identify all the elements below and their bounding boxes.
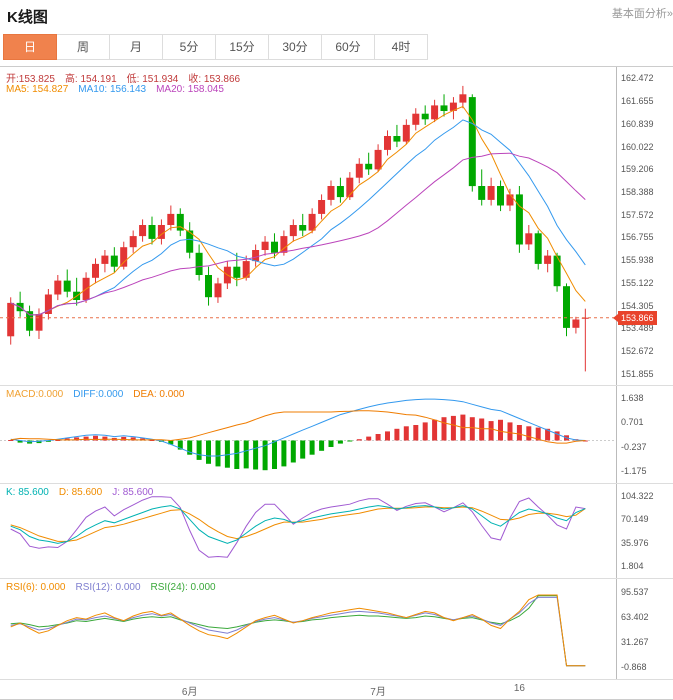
period-tab[interactable]: 15分: [216, 34, 269, 60]
legend-item: 低: 151.934: [126, 74, 179, 85]
legend-item: D: 85.600: [58, 487, 103, 498]
legend-item: MACD:0.000: [6, 389, 64, 400]
axis-label: -0.237: [621, 441, 647, 452]
axis-label: 157.572: [621, 209, 654, 220]
axis-label: 151.855: [621, 368, 654, 379]
time-axis: 6月 7月 16: [0, 680, 673, 699]
chart-area: 162.472 161.655 160.839 160.022 159.206 158.3…: [0, 66, 673, 700]
ma-legend: MA5: 154.827 MA10: 156.143 MA20: 158.045: [6, 84, 234, 95]
legend-item: DEA: 0.000: [133, 389, 185, 400]
legend-item: MA5: 154.827: [6, 84, 69, 95]
legend-item: 收: 153.866: [188, 74, 241, 85]
axis-label: 152.672: [621, 345, 654, 356]
axis-label: -0.868: [621, 661, 647, 672]
fundamental-analysis-link[interactable]: 基本面分析»: [611, 8, 673, 20]
macd-panel: 1.638 0.701 -0.237 -1.175 MACD:0.000 DIFF:0.…: [0, 386, 673, 484]
legend-item: K: 85.600: [6, 487, 49, 498]
period-tabbar: 日周月 5分 15分 30分 60分 4时: [3, 34, 673, 60]
period-tab[interactable]: 日: [3, 34, 57, 60]
rsi-plot[interactable]: [0, 579, 616, 679]
rsi-axis: 95.537 63.402 31.267 -0.868: [616, 579, 673, 679]
axis-label: 1.804: [621, 561, 644, 572]
macd-legend: MACD:0.000 DIFF:0.000 DEA: 0.000: [6, 389, 194, 400]
axis-label: 31.267: [621, 636, 649, 647]
axis-label: 158.388: [621, 186, 654, 197]
macd-plot[interactable]: [0, 386, 616, 483]
current-price-tag: 153.866: [613, 310, 657, 325]
axis-label: 35.976: [621, 537, 649, 548]
axis-label: 160.022: [621, 141, 654, 152]
period-tab[interactable]: 4时: [375, 34, 428, 60]
legend-item: DIFF:0.000: [73, 389, 124, 400]
time-axis-label: 6月: [181, 687, 198, 698]
period-tab[interactable]: 5分: [163, 34, 216, 60]
axis-label: 159.206: [621, 164, 654, 175]
kdj-axis: 104.322 70.149 35.976 1.804: [616, 484, 673, 578]
legend-item: RSI(12): 0.000: [75, 582, 141, 593]
legend-item: MA10: 156.143: [78, 84, 147, 95]
axis-label: -1.175: [621, 465, 647, 476]
period-tab[interactable]: 30分: [269, 34, 322, 60]
ohlc-legend: 开:153.825 高: 154.191 低: 151.934 收: 153.866: [6, 70, 250, 85]
period-tab[interactable]: 周: [57, 34, 110, 60]
kdj-plot[interactable]: [0, 484, 616, 578]
axis-label: 160.839: [621, 118, 654, 129]
rsi-panel: 95.537 63.402 31.267 -0.868 RSI(6): 0.000 RS…: [0, 579, 673, 680]
macd-axis: 1.638 0.701 -0.237 -1.175: [616, 386, 673, 483]
axis-label: 161.655: [621, 96, 654, 107]
legend-item: 高: 154.191: [64, 74, 117, 85]
period-tab[interactable]: 月: [110, 34, 163, 60]
axis-label: 0.701: [621, 417, 644, 428]
page-header: K线图 基本面分析»: [0, 0, 673, 32]
candlestick-plot[interactable]: [0, 67, 616, 385]
kdj-panel: 104.322 70.149 35.976 1.804 K: 85.600 D: 85.…: [0, 484, 673, 579]
axis-label: 162.472: [621, 73, 654, 84]
axis-label: 70.149: [621, 514, 649, 525]
legend-item: J: 85.600: [112, 487, 154, 498]
time-axis-label: 7月: [370, 687, 386, 698]
legend-item: MA20: 158.045: [156, 84, 224, 95]
axis-label: 63.402: [621, 611, 649, 622]
axis-label: 155.938: [621, 255, 654, 266]
period-tab[interactable]: 60分: [322, 34, 375, 60]
time-axis-label: 16: [513, 683, 525, 694]
axis-label: 1.638: [621, 393, 644, 404]
main-price-panel: 162.472 161.655 160.839 160.022 159.206 158.3…: [0, 67, 673, 386]
rsi-legend: RSI(6): 0.000 RSI(12): 0.000 RSI(24): 0.00…: [6, 582, 226, 593]
axis-label: 155.122: [621, 277, 654, 288]
legend-item: RSI(6): 0.000: [6, 582, 66, 593]
legend-item: 开:153.825: [6, 74, 55, 85]
page-title: K线图: [7, 9, 48, 26]
legend-item: RSI(24): 0.000: [150, 582, 216, 593]
axis-label: 95.537: [621, 586, 649, 597]
axis-label: 104.322: [621, 490, 654, 501]
axis-label: 156.755: [621, 232, 654, 243]
axis-label: 154.305: [621, 300, 654, 311]
price-axis: 162.472 161.655 160.839 160.022 159.206 158.3…: [616, 67, 673, 385]
kdj-legend: K: 85.600 D: 85.600 J: 85.600: [6, 487, 163, 498]
axis-label: 153.489: [621, 323, 654, 334]
